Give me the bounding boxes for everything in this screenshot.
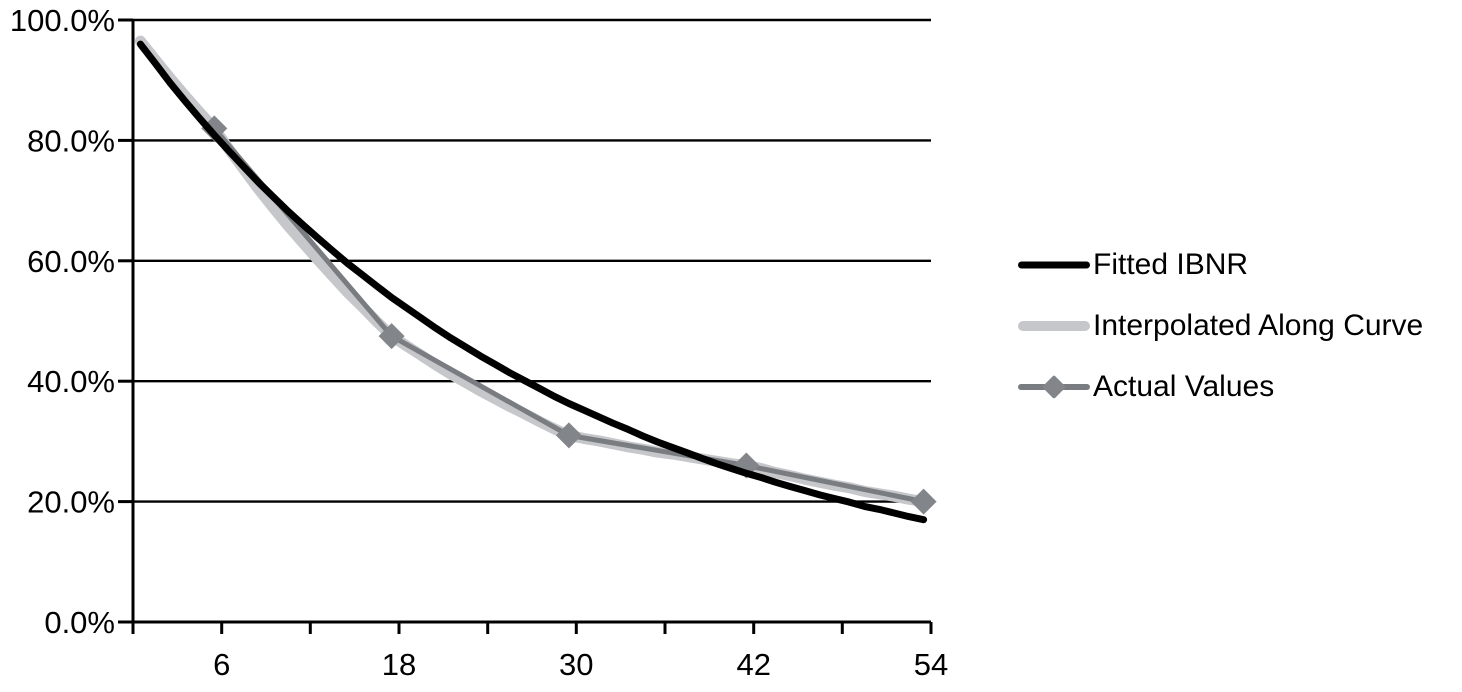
y-axis-label: 60.0% (27, 244, 115, 279)
legend-label-actual-values: Actual Values (1093, 370, 1275, 403)
series-interpolated-along-curve-line (134, 35, 930, 508)
actual-values-diamond-swatch-icon (1018, 370, 1090, 404)
y-axis-label: 40.0% (27, 364, 115, 399)
legend-item-interpolated-along-curve: Interpolated Along Curve (1018, 309, 1423, 343)
x-axis-label: 30 (559, 647, 593, 682)
actual-value-marker (378, 323, 405, 350)
legend-label-interpolated-along-curve: Interpolated Along Curve (1093, 309, 1424, 342)
fitted-ibnr-line-swatch-icon (1018, 248, 1090, 282)
legend: Fitted IBNR Interpolated Along Curve Act… (1018, 248, 1423, 431)
x-axis-label: 42 (736, 647, 770, 682)
y-axis-label: 0.0% (44, 605, 115, 640)
y-axis-label: 100.0% (10, 3, 115, 38)
legend-item-actual-values: Actual Values (1018, 370, 1423, 404)
y-axis-label: 20.0% (27, 485, 115, 520)
x-axis-label: 54 (914, 647, 948, 682)
interpolated-line-swatch-icon (1018, 309, 1090, 343)
legend-item-fitted-ibnr: Fitted IBNR (1018, 248, 1423, 282)
x-axis-label: 18 (382, 647, 416, 682)
x-axis-label: 6 (213, 647, 230, 682)
actual-value-marker (555, 422, 582, 449)
series-fitted-ibnr-line (136, 40, 928, 524)
y-axis-label: 80.0% (27, 123, 115, 158)
actual-value-marker (910, 488, 937, 515)
legend-label-fitted-ibnr: Fitted IBNR (1093, 248, 1249, 281)
actual-value-marker (201, 115, 228, 142)
